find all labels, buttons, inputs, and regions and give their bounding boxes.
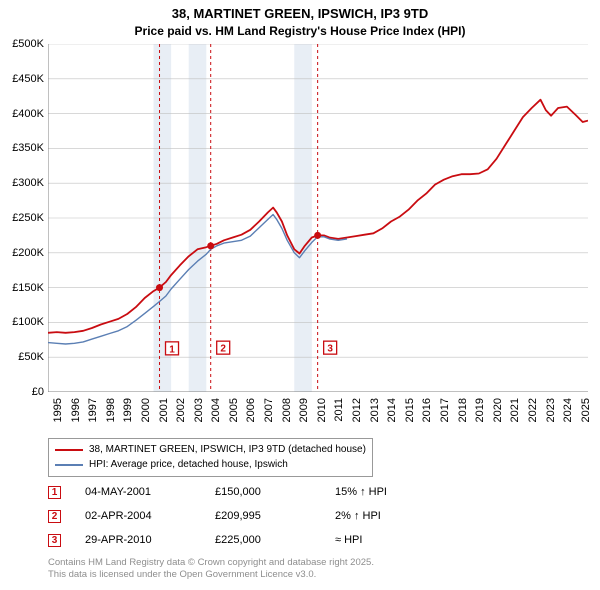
chart-title-line1: 38, MARTINET GREEN, IPSWICH, IP3 9TD bbox=[0, 0, 600, 23]
x-tick-label: 2007 bbox=[263, 398, 275, 428]
x-tick-label: 2015 bbox=[404, 398, 416, 428]
y-tick-label: £150K bbox=[12, 282, 44, 294]
footer-line2: This data is licensed under the Open Gov… bbox=[48, 569, 374, 581]
x-tick-label: 1995 bbox=[52, 398, 64, 428]
x-tick-label: 2020 bbox=[492, 398, 504, 428]
x-tick-label: 2013 bbox=[369, 398, 381, 428]
footer-line1: Contains HM Land Registry data © Crown c… bbox=[48, 557, 374, 569]
sale-price: £209,995 bbox=[215, 510, 335, 522]
y-tick-label: £350K bbox=[12, 142, 44, 154]
sale-pct: 15% ↑ HPI bbox=[335, 486, 445, 498]
x-tick-label: 2003 bbox=[193, 398, 205, 428]
sale-date: 04-MAY-2001 bbox=[85, 486, 215, 498]
x-tick-label: 1997 bbox=[87, 398, 99, 428]
sale-date: 29-APR-2010 bbox=[85, 534, 215, 546]
x-tick-label: 2002 bbox=[175, 398, 187, 428]
chart-title-line2: Price paid vs. HM Land Registry's House … bbox=[0, 24, 600, 38]
sale-row: 1 04-MAY-2001£150,00015% ↑ HPI bbox=[48, 480, 445, 504]
y-tick-label: £300K bbox=[12, 177, 44, 189]
sale-row: 2 02-APR-2004£209,9952% ↑ HPI bbox=[48, 504, 445, 528]
x-tick-label: 2022 bbox=[527, 398, 539, 428]
y-tick-label: £50K bbox=[18, 351, 44, 363]
chart-container: 38, MARTINET GREEN, IPSWICH, IP3 9TD Pri… bbox=[0, 0, 600, 590]
legend-label: 38, MARTINET GREEN, IPSWICH, IP3 9TD (de… bbox=[89, 443, 366, 458]
chart-plot: 1 2 3 bbox=[48, 44, 588, 392]
x-tick-label: 2000 bbox=[140, 398, 152, 428]
footer: Contains HM Land Registry data © Crown c… bbox=[48, 557, 374, 581]
sale-pct: ≈ HPI bbox=[335, 534, 445, 546]
y-tick-label: £250K bbox=[12, 212, 44, 224]
x-tick-label: 2001 bbox=[158, 398, 170, 428]
y-tick-label: £200K bbox=[12, 247, 44, 259]
svg-text:3: 3 bbox=[327, 344, 333, 355]
y-tick-label: £500K bbox=[12, 38, 44, 50]
x-tick-label: 2021 bbox=[509, 398, 521, 428]
x-tick-label: 2019 bbox=[474, 398, 486, 428]
y-tick-label: £0 bbox=[32, 386, 44, 398]
sale-row: 3 29-APR-2010£225,000≈ HPI bbox=[48, 528, 445, 552]
x-tick-label: 1998 bbox=[105, 398, 117, 428]
x-tick-label: 2006 bbox=[245, 398, 257, 428]
x-tick-label: 2018 bbox=[457, 398, 469, 428]
legend-item: HPI: Average price, detached house, Ipsw… bbox=[55, 458, 366, 473]
legend-line bbox=[55, 464, 83, 466]
x-tick-label: 2025 bbox=[580, 398, 592, 428]
x-tick-label: 2005 bbox=[228, 398, 240, 428]
sale-pct: 2% ↑ HPI bbox=[335, 510, 445, 522]
sale-price: £150,000 bbox=[215, 486, 335, 498]
x-tick-label: 2017 bbox=[439, 398, 451, 428]
x-tick-label: 2016 bbox=[421, 398, 433, 428]
y-tick-label: £100K bbox=[12, 316, 44, 328]
legend-line bbox=[55, 449, 83, 451]
y-tick-label: £400K bbox=[12, 108, 44, 120]
sale-marker: 1 bbox=[48, 486, 61, 499]
legend-label: HPI: Average price, detached house, Ipsw… bbox=[89, 458, 288, 473]
x-tick-label: 1996 bbox=[70, 398, 82, 428]
x-tick-label: 2014 bbox=[386, 398, 398, 428]
svg-text:2: 2 bbox=[220, 344, 226, 355]
x-tick-label: 2012 bbox=[351, 398, 363, 428]
sale-price: £225,000 bbox=[215, 534, 335, 546]
x-tick-label: 2010 bbox=[316, 398, 328, 428]
x-tick-label: 2009 bbox=[298, 398, 310, 428]
sales-table: 1 04-MAY-2001£150,00015% ↑ HPI 2 02-APR-200… bbox=[48, 480, 445, 552]
x-tick-label: 2024 bbox=[562, 398, 574, 428]
sale-marker: 3 bbox=[48, 534, 61, 547]
x-tick-label: 2011 bbox=[333, 398, 345, 428]
x-tick-label: 2008 bbox=[281, 398, 293, 428]
sale-date: 02-APR-2004 bbox=[85, 510, 215, 522]
sale-marker: 2 bbox=[48, 510, 61, 523]
x-tick-label: 2023 bbox=[545, 398, 557, 428]
legend: 38, MARTINET GREEN, IPSWICH, IP3 9TD (de… bbox=[48, 438, 373, 477]
x-tick-label: 2004 bbox=[210, 398, 222, 428]
svg-text:1: 1 bbox=[169, 344, 175, 355]
x-tick-label: 1999 bbox=[122, 398, 134, 428]
legend-item: 38, MARTINET GREEN, IPSWICH, IP3 9TD (de… bbox=[55, 443, 366, 458]
y-tick-label: £450K bbox=[12, 73, 44, 85]
